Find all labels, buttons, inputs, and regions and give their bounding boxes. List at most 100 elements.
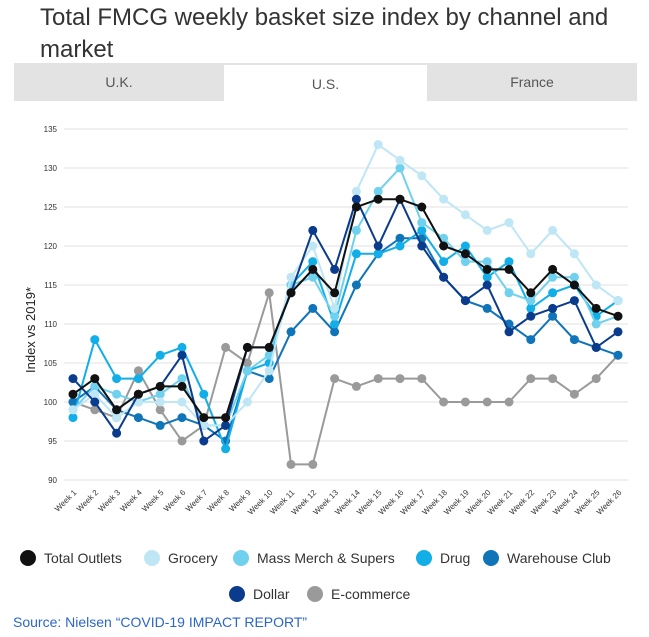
data-point[interactable] bbox=[417, 171, 427, 181]
data-point[interactable] bbox=[526, 335, 536, 345]
data-point[interactable] bbox=[569, 335, 579, 345]
data-point[interactable] bbox=[221, 444, 231, 454]
data-point[interactable] bbox=[112, 413, 122, 423]
data-point[interactable] bbox=[395, 194, 405, 204]
data-point[interactable] bbox=[373, 186, 383, 196]
data-point[interactable] bbox=[90, 389, 100, 399]
data-point[interactable] bbox=[417, 374, 427, 384]
data-point[interactable] bbox=[330, 264, 340, 274]
data-point[interactable] bbox=[439, 272, 449, 282]
data-point[interactable] bbox=[439, 194, 449, 204]
data-point[interactable] bbox=[482, 264, 492, 274]
data-point[interactable] bbox=[482, 225, 492, 235]
legend-item-dollar[interactable]: Dollar bbox=[229, 584, 290, 604]
legend-item-warehouse-club[interactable]: Warehouse Club bbox=[483, 548, 611, 568]
data-point[interactable] bbox=[548, 225, 558, 235]
data-point[interactable] bbox=[199, 389, 209, 399]
data-point[interactable] bbox=[330, 374, 340, 384]
data-point[interactable] bbox=[308, 303, 318, 313]
data-point[interactable] bbox=[90, 405, 100, 415]
data-point[interactable] bbox=[68, 405, 78, 415]
data-point[interactable] bbox=[439, 241, 449, 251]
tab-france[interactable]: France bbox=[510, 74, 554, 90]
data-point[interactable] bbox=[504, 257, 514, 267]
data-point[interactable] bbox=[330, 288, 340, 298]
data-point[interactable] bbox=[569, 296, 579, 306]
data-point[interactable] bbox=[90, 397, 100, 407]
data-point[interactable] bbox=[569, 272, 579, 282]
data-point[interactable] bbox=[242, 342, 252, 352]
data-point[interactable] bbox=[373, 241, 383, 251]
data-point[interactable] bbox=[395, 155, 405, 165]
data-point[interactable] bbox=[177, 436, 187, 446]
legend-item-e-commerce[interactable]: E-commerce bbox=[307, 584, 410, 604]
data-point[interactable] bbox=[548, 303, 558, 313]
data-point[interactable] bbox=[504, 327, 514, 337]
data-point[interactable] bbox=[373, 194, 383, 204]
data-point[interactable] bbox=[351, 280, 361, 290]
data-point[interactable] bbox=[330, 303, 340, 313]
data-point[interactable] bbox=[439, 397, 449, 407]
data-point[interactable] bbox=[548, 272, 558, 282]
data-point[interactable] bbox=[264, 366, 274, 376]
data-point[interactable] bbox=[526, 296, 536, 306]
data-point[interactable] bbox=[68, 397, 78, 407]
data-point[interactable] bbox=[591, 374, 601, 384]
data-point[interactable] bbox=[264, 342, 274, 352]
data-point[interactable] bbox=[264, 374, 274, 384]
data-point[interactable] bbox=[90, 374, 100, 384]
data-point[interactable] bbox=[526, 311, 536, 321]
data-point[interactable] bbox=[177, 397, 187, 407]
data-point[interactable] bbox=[591, 280, 601, 290]
data-point[interactable] bbox=[613, 311, 623, 321]
data-point[interactable] bbox=[373, 374, 383, 384]
data-point[interactable] bbox=[308, 264, 318, 274]
data-point[interactable] bbox=[482, 272, 492, 282]
legend-item-total-outlets[interactable]: Total Outlets bbox=[20, 548, 122, 568]
data-point[interactable] bbox=[351, 381, 361, 391]
data-point[interactable] bbox=[460, 241, 470, 251]
data-point[interactable] bbox=[526, 374, 536, 384]
data-point[interactable] bbox=[417, 241, 427, 251]
data-point[interactable] bbox=[133, 374, 143, 384]
data-point[interactable] bbox=[417, 225, 427, 235]
data-point[interactable] bbox=[308, 241, 318, 251]
data-point[interactable] bbox=[68, 389, 78, 399]
data-point[interactable] bbox=[417, 218, 427, 228]
data-point[interactable] bbox=[308, 459, 318, 469]
data-point[interactable] bbox=[591, 342, 601, 352]
data-point[interactable] bbox=[112, 389, 122, 399]
data-point[interactable] bbox=[112, 428, 122, 438]
data-point[interactable] bbox=[155, 389, 165, 399]
data-point[interactable] bbox=[504, 218, 514, 228]
data-point[interactable] bbox=[155, 420, 165, 430]
data-point[interactable] bbox=[439, 257, 449, 267]
data-point[interactable] bbox=[351, 249, 361, 259]
data-point[interactable] bbox=[351, 186, 361, 196]
data-point[interactable] bbox=[221, 420, 231, 430]
data-point[interactable] bbox=[613, 327, 623, 337]
data-point[interactable] bbox=[482, 303, 492, 313]
legend-item-drug[interactable]: Drug bbox=[416, 548, 470, 568]
data-point[interactable] bbox=[308, 272, 318, 282]
data-point[interactable] bbox=[155, 350, 165, 360]
data-point[interactable] bbox=[591, 319, 601, 329]
data-point[interactable] bbox=[177, 413, 187, 423]
data-point[interactable] bbox=[199, 413, 209, 423]
data-point[interactable] bbox=[548, 264, 558, 274]
data-point[interactable] bbox=[548, 288, 558, 298]
data-point[interactable] bbox=[199, 420, 209, 430]
data-point[interactable] bbox=[242, 366, 252, 376]
data-point[interactable] bbox=[308, 225, 318, 235]
data-point[interactable] bbox=[351, 202, 361, 212]
data-point[interactable] bbox=[330, 311, 340, 321]
data-point[interactable] bbox=[133, 366, 143, 376]
data-point[interactable] bbox=[591, 303, 601, 313]
data-point[interactable] bbox=[68, 413, 78, 423]
data-point[interactable] bbox=[177, 350, 187, 360]
data-point[interactable] bbox=[308, 257, 318, 267]
data-point[interactable] bbox=[133, 389, 143, 399]
data-point[interactable] bbox=[155, 405, 165, 415]
data-point[interactable] bbox=[460, 296, 470, 306]
data-point[interactable] bbox=[221, 413, 231, 423]
